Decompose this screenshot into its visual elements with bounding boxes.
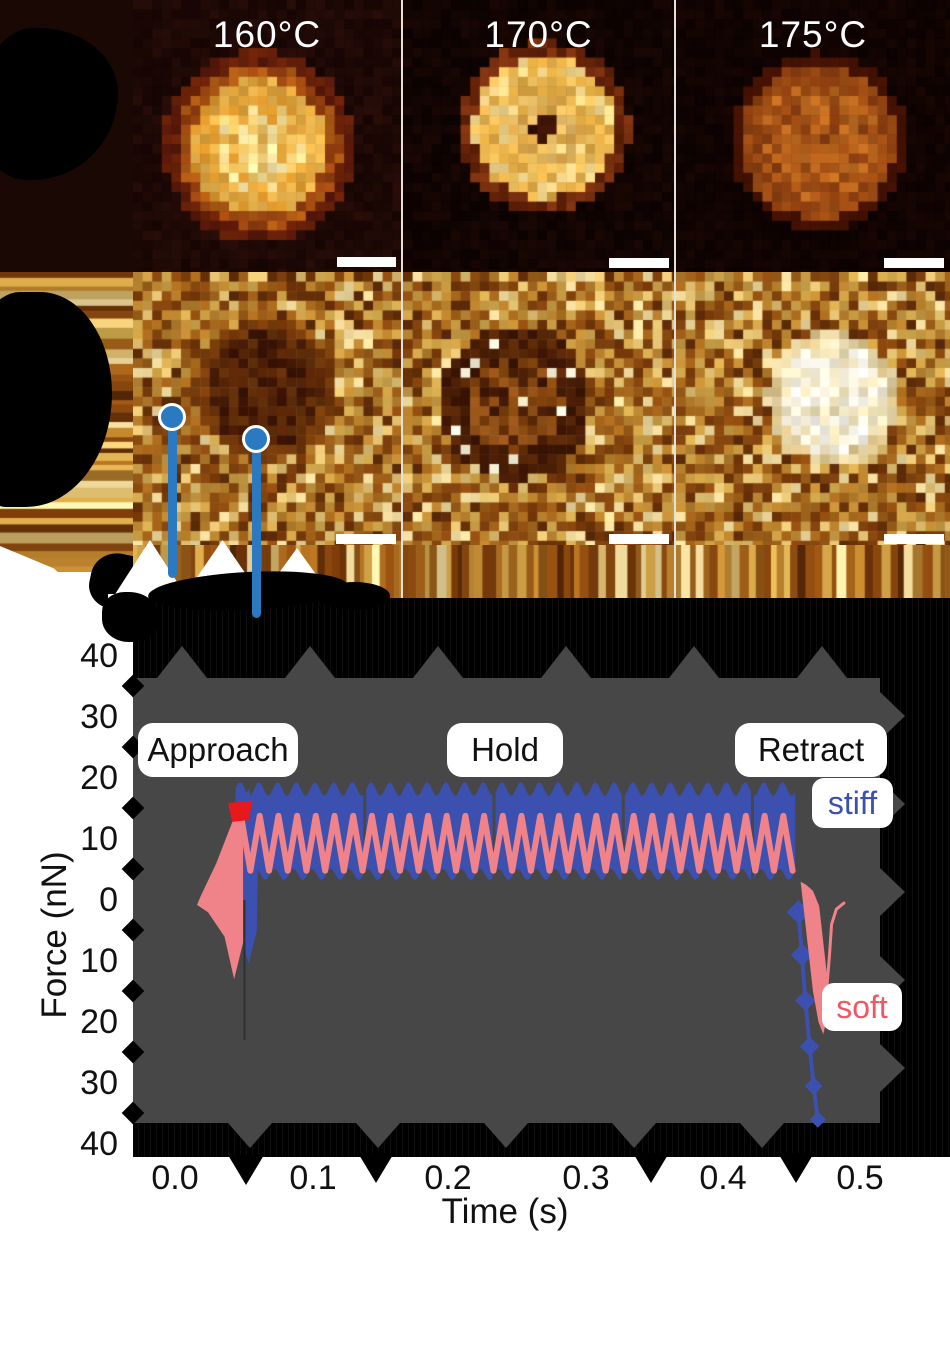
x-tick-label: 0.5 — [836, 1159, 884, 1197]
map-marker-pin-stem — [251, 439, 261, 618]
temperature-label-170C: 170°C — [484, 14, 593, 55]
x-tick-label: 0.4 — [699, 1159, 747, 1197]
x-axis-tick-triangle — [358, 1153, 394, 1183]
afm-stiffness-image-170C — [403, 272, 674, 545]
temperature-label-175C: 175°C — [758, 14, 868, 55]
x-tick-label: 0.2 — [424, 1159, 472, 1197]
x-axis-tick-triangle — [633, 1153, 669, 1183]
pixel-smear — [676, 545, 950, 600]
x-tick-label: 0.1 — [289, 1159, 337, 1197]
panel-divider — [401, 0, 403, 600]
phase-label-retract: Retract — [735, 723, 887, 777]
afm-topography-panel-175C: 175°C — [676, 0, 950, 272]
y-tick-label: 20 — [80, 1003, 118, 1041]
x-axis-tick-triangle — [228, 1155, 264, 1185]
legend-stiff: stiff — [812, 778, 893, 828]
x-tick-label: 0.0 — [151, 1159, 199, 1197]
scale-bar — [884, 258, 944, 268]
legend-stiff-label: stiff — [827, 784, 878, 821]
legend-soft-label: soft — [836, 988, 888, 1025]
y-tick-label: 40 — [80, 637, 118, 675]
y-axis-title: Force (nN) — [35, 851, 74, 1019]
afm-stiffness-image-175C — [676, 272, 950, 545]
map-marker-pin-stem — [167, 417, 177, 578]
afm-topography-image-170C — [403, 0, 674, 272]
x-axis-tick-triangle — [778, 1153, 814, 1183]
temperature-label-160C: 160°C — [212, 14, 322, 55]
force-time-chart — [197, 779, 846, 1128]
afm-topography-panel-160C: 160°C — [133, 0, 401, 272]
y-tick-label: 30 — [80, 698, 118, 736]
phase-label-hold: Hold — [447, 723, 563, 777]
x-axis-title: Time (s) — [441, 1192, 569, 1231]
y-tick-label: 10 — [80, 942, 118, 980]
scale-bar — [884, 534, 944, 544]
afm-topography-panel-170C: 170°C — [403, 0, 674, 272]
y-tick-label: 10 — [80, 820, 118, 858]
scale-bar — [609, 534, 669, 544]
scale-bar — [336, 534, 396, 544]
map-marker-pin — [158, 403, 186, 431]
scale-bar — [609, 258, 669, 268]
x-tick-label: 0.3 — [562, 1159, 610, 1197]
artifact-blob-small — [318, 582, 390, 610]
pixel-smear — [403, 545, 674, 600]
afm-stiffness-panel-170C — [403, 272, 674, 545]
y-tick-label: 30 — [80, 1064, 118, 1102]
y-tick-label: 0 — [99, 881, 118, 919]
scale-bar — [337, 257, 396, 267]
phase-label-approach: Approach — [138, 723, 298, 777]
afm-topography-image-175C — [676, 0, 950, 272]
artifact-blob-axis-corner — [102, 592, 160, 642]
y-tick-label: 20 — [80, 759, 118, 797]
panel-divider — [674, 0, 676, 600]
map-marker-pin — [242, 425, 270, 453]
afm-stiffness-panel-175C — [676, 272, 950, 545]
legend-soft: soft — [822, 983, 902, 1031]
y-tick-label: 40 — [80, 1125, 118, 1163]
afm-topography-image-160C — [133, 0, 401, 272]
